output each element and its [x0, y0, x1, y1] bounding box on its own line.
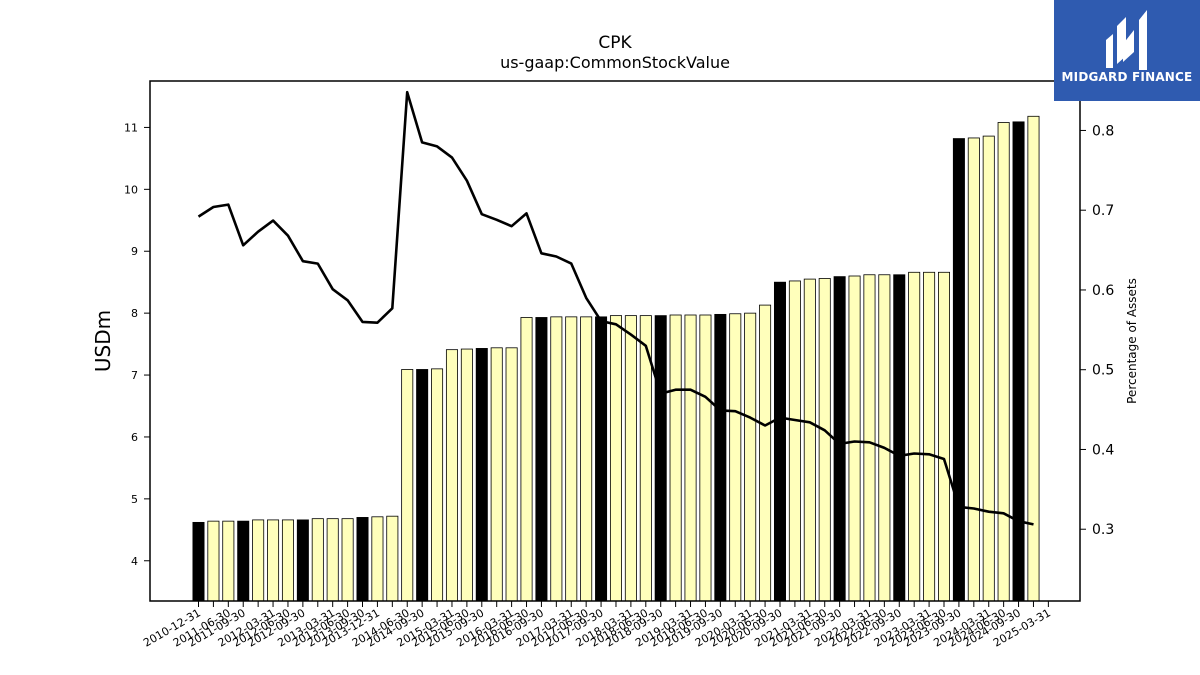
bar-2010-12-31 — [192, 521, 205, 602]
bar-2021-12-31 — [848, 275, 861, 602]
y2-axis-ticks: 0.3 0.4 0.5 0.6 0.7 0.8 — [1080, 123, 1114, 538]
y2-tick-label: 0.5 — [1092, 363, 1114, 379]
bar-2024-12-31 — [1027, 115, 1040, 602]
y-tick-label: 9 — [131, 245, 138, 258]
bar-2023-06-30 — [938, 271, 951, 602]
bar-2024-09-30 — [1012, 121, 1025, 602]
bar-2014-09-30 — [416, 369, 429, 602]
y2-tick-label: 0.8 — [1092, 123, 1114, 139]
bar-2019-09-30 — [714, 313, 727, 602]
y-axis-ticks: 4 5 6 7 8 9 10 11 — [124, 121, 150, 568]
y2-axis-label: Percentage of Assets — [1125, 278, 1139, 404]
chart-title: CPK — [598, 33, 632, 53]
brand-logo: MIDGARD FINANCE — [1054, 0, 1200, 101]
bar-2017-09-30 — [595, 316, 608, 602]
bar-2012-06-30 — [281, 519, 294, 602]
bar-2015-09-30 — [475, 348, 488, 602]
bar-2022-09-30 — [893, 274, 906, 602]
logo-text: MIDGARD FINANCE — [1061, 70, 1193, 84]
y-tick-label: 8 — [131, 307, 138, 320]
chart-subtitle: us-gaap:CommonStockValue — [500, 53, 730, 72]
y-tick-label: 6 — [131, 431, 138, 444]
y-tick-label: 7 — [131, 369, 138, 382]
bar-2011-12-31 — [252, 519, 265, 602]
y-tick-label: 11 — [124, 121, 138, 134]
bar-2016-09-30 — [535, 317, 548, 602]
bar-2016-06-30 — [520, 317, 533, 602]
y2-tick-label: 0.6 — [1092, 283, 1114, 299]
y-tick-label: 5 — [131, 493, 138, 506]
bar-2023-09-30 — [952, 138, 965, 602]
bar-2023-12-31 — [967, 137, 980, 602]
bar-2024-06-30 — [997, 122, 1010, 602]
y-tick-label: 4 — [131, 555, 138, 568]
bar-2014-06-30 — [401, 369, 414, 602]
bar-2018-03-31 — [624, 315, 637, 602]
bar-2013-09-30 — [356, 517, 369, 602]
bar-2020-06-30 — [759, 304, 772, 602]
bar-2013-06-30 — [341, 518, 354, 602]
bars-group — [192, 115, 1040, 602]
bar-2019-06-30 — [699, 314, 712, 602]
bar-2015-03-31 — [445, 349, 458, 602]
bar-2024-03-31 — [982, 135, 995, 602]
bar-2018-09-30 — [654, 315, 667, 602]
bar-2014-12-31 — [431, 368, 444, 602]
bar-2020-12-31 — [788, 280, 801, 602]
bar-2011-03-31 — [207, 520, 220, 602]
bar-2015-06-30 — [460, 348, 473, 602]
plot-frame — [149, 80, 1081, 602]
bar-2020-09-30 — [773, 281, 786, 602]
y-tick-label: 10 — [124, 183, 138, 196]
bar-2023-03-31 — [923, 271, 936, 602]
bar-2019-03-31 — [684, 314, 697, 602]
bar-2012-03-31 — [267, 519, 280, 602]
percentage-line — [197, 90, 1034, 526]
bar-2013-12-31 — [371, 516, 384, 602]
bar-2021-03-31 — [803, 278, 816, 602]
bar-2016-12-31 — [550, 316, 563, 602]
bar-2017-12-31 — [609, 315, 622, 602]
bar-2022-12-31 — [908, 271, 921, 602]
x-axis-ticks: 2010-12-312011-06-302011-09-302012-03-31… — [141, 601, 1053, 650]
bar-2016-03-31 — [505, 347, 518, 602]
bar-2022-06-30 — [878, 274, 891, 602]
y-axis-label: USDm — [91, 310, 115, 372]
logo-mark-icon — [1106, 10, 1147, 70]
bar-2017-06-30 — [580, 316, 593, 602]
bar-2012-09-30 — [296, 519, 309, 602]
bar-2013-03-31 — [326, 518, 339, 602]
bar-2015-12-31 — [490, 347, 503, 602]
y2-tick-label: 0.3 — [1092, 522, 1114, 538]
bar-2014-03-31 — [386, 515, 399, 602]
bar-2019-12-31 — [729, 313, 742, 602]
bar-2021-06-30 — [818, 278, 831, 602]
bar-2017-03-31 — [565, 316, 578, 602]
bar-2020-03-31 — [744, 312, 757, 602]
y2-tick-label: 0.4 — [1092, 442, 1114, 458]
bar-2012-12-31 — [311, 518, 324, 602]
bar-2011-06-30 — [222, 520, 235, 602]
bar-2018-12-31 — [669, 314, 682, 602]
y2-tick-label: 0.7 — [1092, 203, 1114, 219]
bar-2022-03-31 — [863, 274, 876, 602]
bar-2011-09-30 — [237, 520, 250, 602]
